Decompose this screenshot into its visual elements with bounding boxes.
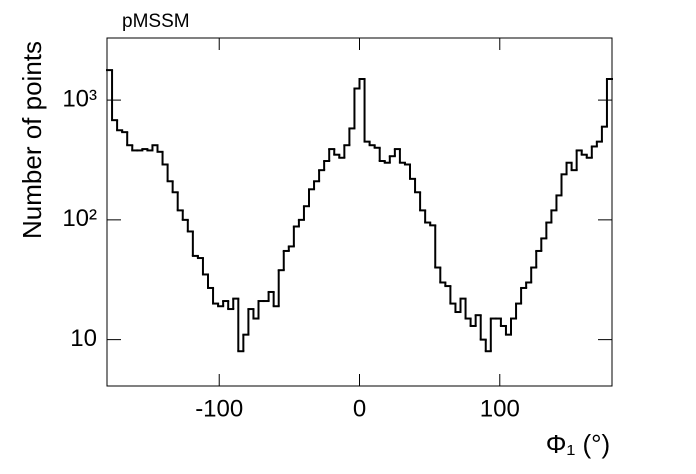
y-tick-label: 10³ [62, 85, 97, 112]
x-tick-label: -100 [195, 395, 243, 422]
x-axis-label: Φ₁ (°) [546, 429, 610, 459]
chart-title: pMSSM [122, 11, 190, 32]
y-axis-label: Number of points [17, 41, 47, 239]
y-tick-label: 10 [70, 325, 97, 352]
y-tick-label: 10² [62, 205, 97, 232]
x-tick-label: 0 [353, 395, 366, 422]
x-tick-label: 100 [480, 395, 520, 422]
